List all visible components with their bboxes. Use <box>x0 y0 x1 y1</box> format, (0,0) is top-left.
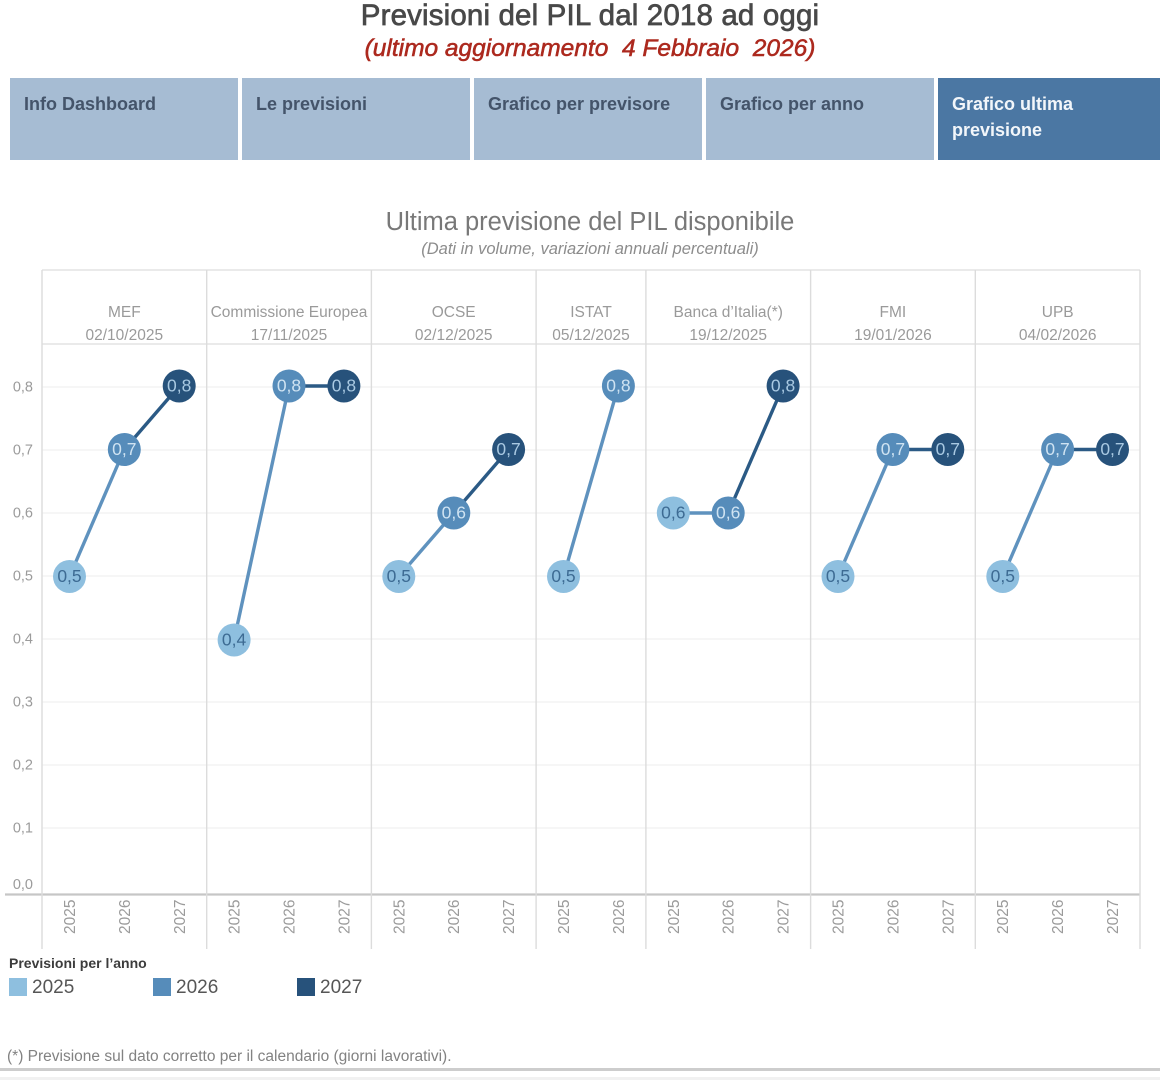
svg-text:19/12/2025: 19/12/2025 <box>689 327 767 344</box>
svg-text:2025: 2025 <box>556 900 573 934</box>
svg-text:0,3: 0,3 <box>13 695 33 711</box>
svg-text:2025: 2025 <box>227 900 244 934</box>
svg-text:0,7: 0,7 <box>1100 439 1124 459</box>
svg-text:MEF: MEF <box>108 304 141 321</box>
svg-text:0,7: 0,7 <box>112 439 136 459</box>
svg-text:0,5: 0,5 <box>387 566 411 586</box>
svg-text:0,4: 0,4 <box>13 632 33 648</box>
svg-text:0,8: 0,8 <box>332 376 356 396</box>
svg-text:2027: 2027 <box>1105 900 1122 934</box>
svg-text:2025: 2025 <box>62 900 79 934</box>
svg-text:0,6: 0,6 <box>13 506 33 522</box>
svg-text:17/11/2025: 17/11/2025 <box>251 327 327 344</box>
svg-text:2025: 2025 <box>831 900 848 934</box>
svg-text:2026: 2026 <box>282 900 299 934</box>
svg-text:05/12/2025: 05/12/2025 <box>552 327 630 344</box>
svg-text:2027: 2027 <box>501 900 518 934</box>
svg-text:19/01/2026: 19/01/2026 <box>854 327 932 344</box>
svg-text:0,8: 0,8 <box>771 376 795 396</box>
svg-text:2027: 2027 <box>940 900 957 934</box>
svg-text:04/02/2026: 04/02/2026 <box>1019 327 1097 344</box>
svg-text:2025: 2025 <box>995 900 1012 934</box>
svg-text:02/10/2025: 02/10/2025 <box>86 327 164 344</box>
svg-text:0,7: 0,7 <box>881 439 905 459</box>
svg-text:0,5: 0,5 <box>551 566 575 586</box>
svg-text:0,7: 0,7 <box>936 439 960 459</box>
svg-text:0,5: 0,5 <box>991 566 1015 586</box>
svg-text:0,1: 0,1 <box>13 821 33 837</box>
svg-text:FMI: FMI <box>880 304 907 321</box>
svg-text:0,7: 0,7 <box>1045 439 1069 459</box>
svg-text:2026: 2026 <box>721 900 738 934</box>
svg-text:0,6: 0,6 <box>661 503 685 523</box>
svg-text:2026: 2026 <box>446 900 463 934</box>
svg-text:2027: 2027 <box>776 900 793 934</box>
svg-text:0,8: 0,8 <box>167 376 191 396</box>
svg-text:0,8: 0,8 <box>277 376 301 396</box>
svg-text:0,6: 0,6 <box>442 503 466 523</box>
svg-text:2025: 2025 <box>391 900 408 934</box>
svg-text:2026: 2026 <box>611 900 628 934</box>
svg-text:0,8: 0,8 <box>13 380 33 396</box>
svg-text:Banca d’Italia(*): Banca d’Italia(*) <box>673 304 782 321</box>
svg-text:ISTAT: ISTAT <box>570 304 612 321</box>
svg-text:UPB: UPB <box>1042 304 1074 321</box>
svg-text:0,7: 0,7 <box>13 443 33 459</box>
svg-text:0,6: 0,6 <box>716 503 740 523</box>
svg-text:0,0: 0,0 <box>13 877 33 893</box>
svg-text:0,5: 0,5 <box>57 566 81 586</box>
svg-text:2027: 2027 <box>172 900 189 934</box>
svg-text:2026: 2026 <box>117 900 134 934</box>
svg-text:0,2: 0,2 <box>13 758 33 774</box>
svg-text:0,5: 0,5 <box>13 569 33 585</box>
svg-text:Commissione Europea: Commissione Europea <box>211 304 368 321</box>
svg-text:2026: 2026 <box>885 900 902 934</box>
svg-text:OCSE: OCSE <box>432 304 476 321</box>
svg-text:0,7: 0,7 <box>496 439 520 459</box>
svg-text:0,8: 0,8 <box>606 376 630 396</box>
svg-text:02/12/2025: 02/12/2025 <box>415 327 493 344</box>
svg-text:0,5: 0,5 <box>826 566 850 586</box>
svg-text:0,4: 0,4 <box>222 630 247 650</box>
svg-text:2026: 2026 <box>1050 900 1067 934</box>
svg-text:2027: 2027 <box>336 900 353 934</box>
svg-text:2025: 2025 <box>666 900 683 934</box>
